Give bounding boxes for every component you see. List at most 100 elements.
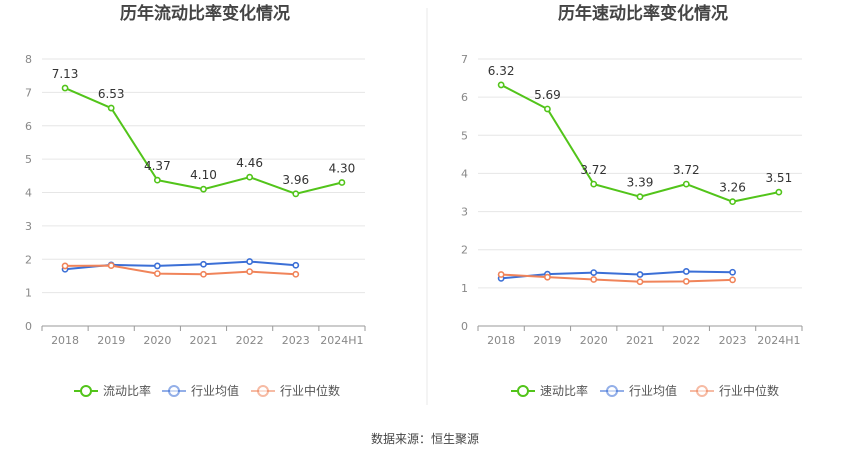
data-label: 3.96 (282, 173, 309, 187)
legend-label: 流动比率 (103, 383, 151, 398)
chart-title: 历年流动比率变化情况 (120, 3, 290, 24)
data-source-note: 数据来源：恒生聚源 (371, 431, 479, 446)
data-label: 4.37 (144, 159, 171, 173)
x-tick-label: 2022 (236, 334, 264, 347)
series-line (65, 264, 296, 276)
data-point (682, 268, 690, 275)
data-label: 3.26 (719, 181, 746, 195)
y-tick-label: 2 (461, 244, 468, 257)
y-tick-label: 0 (461, 320, 468, 333)
x-tick-label: 2021 (190, 334, 218, 347)
y-tick-label: 8 (25, 53, 32, 66)
data-point (590, 269, 598, 276)
data-point (292, 270, 300, 278)
x-tick-label: 2021 (626, 334, 654, 347)
x-tick-label: 2019 (533, 334, 561, 347)
y-tick-label: 1 (25, 287, 32, 300)
data-point (61, 262, 69, 270)
data-point (729, 198, 736, 206)
data-label: 4.30 (329, 161, 356, 175)
data-label: 7.13 (52, 67, 79, 81)
y-tick-label: 4 (461, 167, 468, 180)
x-tick-label: 2019 (97, 334, 125, 347)
data-label: 3.39 (627, 176, 654, 190)
x-tick-label: 2018 (487, 334, 515, 347)
data-point (200, 185, 207, 193)
data-point (246, 258, 254, 265)
data-point (729, 276, 736, 284)
legend-label: 行业中位数 (280, 383, 340, 398)
data-point (153, 270, 161, 278)
data-point (246, 268, 254, 275)
current-ratio-chart: 历年流动比率变化情况 0 1 2 3 4 5 6 7 8 2018 2019 2020 2021 2022 2… (25, 3, 366, 398)
y-tick-label: 7 (461, 53, 468, 66)
x-tick-label: 2023 (719, 334, 747, 347)
legend-label: 速动比率 (540, 383, 588, 398)
data-point (544, 273, 551, 281)
data-point (775, 188, 783, 196)
y-tick-label: 4 (25, 187, 32, 200)
data-point (153, 262, 161, 270)
data-label: 5.69 (534, 88, 561, 102)
legend-swatch-marker (257, 385, 269, 397)
legend-label: 行业均值 (191, 383, 239, 398)
data-label: 3.72 (673, 163, 700, 177)
x-tick-label: 2024H1 (757, 334, 800, 347)
x-tick-label: 2022 (672, 334, 700, 347)
data-point (292, 261, 300, 269)
y-tick-label: 3 (25, 220, 32, 233)
x-tick-label: 2018 (51, 334, 79, 347)
data-point (682, 277, 690, 285)
legend-item[interactable]: 行业均值 (162, 383, 239, 398)
y-tick-label: 5 (25, 153, 32, 166)
x-tick-label: 2020 (580, 334, 608, 347)
legend-label: 行业均值 (629, 383, 677, 398)
data-label: 6.32 (488, 64, 515, 78)
y-tick-label: 1 (461, 282, 468, 295)
data-point (497, 81, 505, 89)
data-point (590, 276, 598, 283)
series-line (501, 273, 733, 283)
data-label: 4.46 (236, 156, 263, 170)
y-tick-label: 3 (461, 206, 468, 219)
x-tick-label: 2023 (282, 334, 310, 347)
y-tick-label: 2 (25, 253, 32, 266)
data-point (682, 180, 690, 188)
legend-item[interactable]: 行业均值 (600, 383, 677, 398)
data-label: 3.51 (765, 171, 792, 185)
legend-item[interactable]: 行业中位数 (690, 383, 779, 398)
y-tick-label: 7 (25, 86, 32, 99)
data-point (544, 105, 551, 113)
legend-item[interactable]: 速动比率 (511, 383, 588, 398)
data-point (61, 84, 69, 92)
legend-swatch-marker (168, 385, 180, 397)
quick-ratio-chart: 历年速动比率变化情况 0 1 2 3 4 5 6 7 2018 2019 2020 2021 2022 20… (461, 3, 803, 398)
data-point (338, 179, 346, 186)
x-tick-label: 2020 (143, 334, 171, 347)
data-point (292, 190, 300, 198)
y-tick-label: 6 (25, 120, 32, 133)
legend-swatch-marker (80, 385, 92, 397)
data-point (200, 270, 207, 278)
legend-swatch-marker (696, 385, 708, 397)
series-line (501, 270, 733, 280)
legend-item[interactable]: 行业中位数 (251, 383, 340, 398)
y-tick-label: 0 (25, 320, 32, 333)
legend-item[interactable]: 流动比率 (74, 383, 151, 398)
legend-swatch-marker (606, 385, 618, 397)
y-tick-label: 6 (461, 91, 468, 104)
data-label: 4.10 (190, 168, 217, 182)
data-point (107, 104, 115, 112)
data-label: 6.53 (98, 87, 125, 101)
y-tick-label: 5 (461, 129, 468, 142)
data-point (636, 278, 644, 286)
data-point (497, 271, 505, 278)
data-point (107, 262, 115, 269)
data-point (729, 268, 736, 276)
legend-label: 行业中位数 (719, 383, 779, 398)
chart-title: 历年速动比率变化情况 (558, 3, 728, 24)
data-point (246, 173, 254, 181)
data-label: 3.72 (580, 163, 607, 177)
data-point (200, 260, 207, 268)
